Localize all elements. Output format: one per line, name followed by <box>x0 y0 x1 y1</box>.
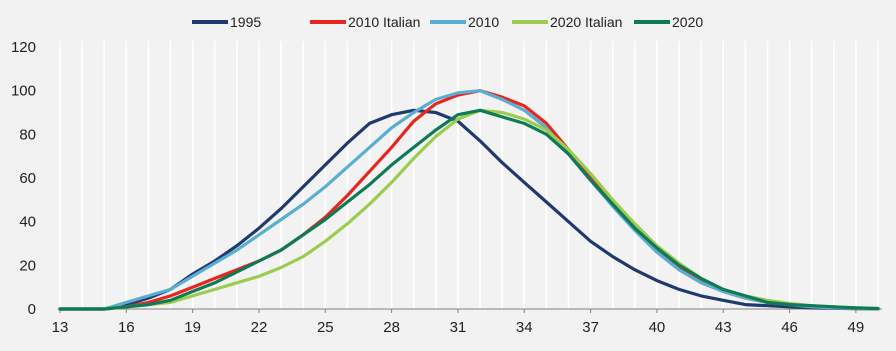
grid-lines <box>59 41 879 309</box>
x-tick-label: 46 <box>781 319 798 336</box>
x-tick-label: 13 <box>52 319 69 336</box>
y-tick-label: 100 <box>11 83 36 100</box>
x-tick-label: 43 <box>715 319 732 336</box>
legend-label: 2010 <box>468 14 499 30</box>
legend-label: 1995 <box>230 14 261 30</box>
axes: 0 20 40 60 80 100 120 13 16 19 22 25 28 31 34 37 40 43 46 4… <box>11 39 882 336</box>
y-tick-label: 40 <box>19 214 36 231</box>
y-tick-label: 80 <box>19 126 36 143</box>
series-line-2 <box>58 89 880 311</box>
x-tick-label: 49 <box>848 319 865 336</box>
legend: 1995 2010 Italian 2010 2020 Italian 2020 <box>192 14 703 30</box>
series-line-1 <box>58 89 880 311</box>
x-tick-label: 34 <box>516 319 533 336</box>
legend-label: 2020 Italian <box>550 14 622 30</box>
x-tick-label: 31 <box>450 319 467 336</box>
y-tick-label: 120 <box>11 39 36 56</box>
series-line-0 <box>58 108 880 311</box>
x-tick-label: 19 <box>184 319 201 336</box>
x-tick-label: 28 <box>383 319 400 336</box>
x-tick-label: 37 <box>582 319 599 336</box>
legend-label: 2020 <box>672 14 703 30</box>
x-tick-label: 16 <box>118 319 135 336</box>
x-tick-label: 25 <box>317 319 334 336</box>
series-group <box>58 89 880 311</box>
y-tick-label: 20 <box>19 257 36 274</box>
series-line-4 <box>58 108 880 311</box>
legend-label: 2010 Italian <box>348 14 420 30</box>
x-tick-label: 40 <box>649 319 666 336</box>
y-tick-label: 0 <box>28 301 36 318</box>
x-tick-label: 22 <box>251 319 268 336</box>
y-tick-label: 60 <box>19 170 36 187</box>
